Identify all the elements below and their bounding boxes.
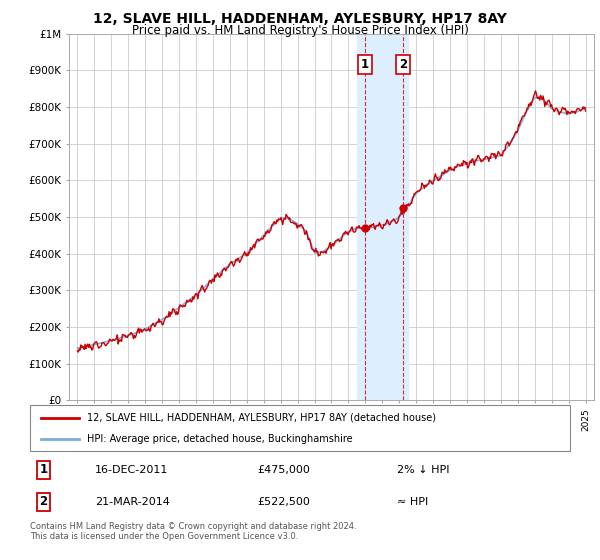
Text: 1: 1 — [40, 463, 47, 476]
Text: ≈ HPI: ≈ HPI — [397, 497, 428, 507]
FancyBboxPatch shape — [30, 405, 570, 451]
Text: Contains HM Land Registry data © Crown copyright and database right 2024.
This d: Contains HM Land Registry data © Crown c… — [30, 522, 356, 542]
Text: 2: 2 — [40, 496, 47, 508]
Text: Price paid vs. HM Land Registry's House Price Index (HPI): Price paid vs. HM Land Registry's House … — [131, 24, 469, 37]
Text: £522,500: £522,500 — [257, 497, 310, 507]
Text: 2: 2 — [399, 58, 407, 71]
Text: 16-DEC-2011: 16-DEC-2011 — [95, 465, 168, 475]
Text: £475,000: £475,000 — [257, 465, 310, 475]
Bar — [357, 34, 408, 400]
Text: 12, SLAVE HILL, HADDENHAM, AYLESBURY, HP17 8AY (detached house): 12, SLAVE HILL, HADDENHAM, AYLESBURY, HP… — [86, 413, 436, 423]
Text: 1: 1 — [361, 58, 369, 71]
Text: HPI: Average price, detached house, Buckinghamshire: HPI: Average price, detached house, Buck… — [86, 435, 352, 444]
Text: 12, SLAVE HILL, HADDENHAM, AYLESBURY, HP17 8AY: 12, SLAVE HILL, HADDENHAM, AYLESBURY, HP… — [93, 12, 507, 26]
Text: 21-MAR-2014: 21-MAR-2014 — [95, 497, 170, 507]
Text: 2% ↓ HPI: 2% ↓ HPI — [397, 465, 450, 475]
